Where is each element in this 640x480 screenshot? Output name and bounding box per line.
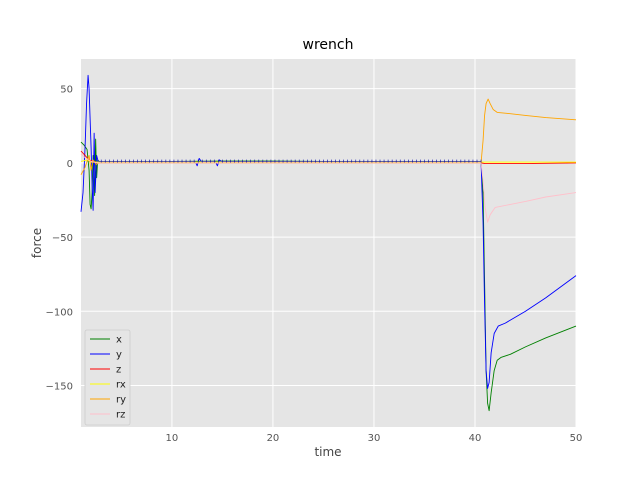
- series-noise-band: [100, 159, 482, 163]
- series-y-line: [80, 74, 577, 389]
- x-axis-ticks: 10 20 30 40 50: [166, 433, 583, 444]
- legend-label-x: x: [116, 335, 122, 346]
- y-tick-label: −50: [52, 233, 73, 244]
- chart-title: wrench: [303, 37, 354, 53]
- y-tick-label: −100: [46, 307, 73, 318]
- series-rz-line: [80, 153, 577, 223]
- x-tick-label: 30: [368, 433, 381, 444]
- plot-area: [81, 59, 576, 427]
- legend-label-y: y: [116, 350, 122, 361]
- legend-label-rz: rz: [116, 410, 125, 421]
- y-tick-label: 50: [60, 85, 73, 96]
- y-tick-label: −150: [46, 381, 73, 392]
- x-tick-label: 40: [469, 433, 482, 444]
- x-tick-label: 10: [166, 433, 179, 444]
- series-lines: [80, 74, 577, 412]
- y-axis-ticks: 50 0 −50 −100 −150: [46, 85, 73, 393]
- legend: xyz rx ry rz: [84, 329, 131, 426]
- legend-label-rx: rx: [116, 380, 126, 391]
- legend-label-ry: ry: [116, 395, 126, 406]
- y-tick-label: 0: [67, 159, 73, 170]
- legend-label-z: z: [116, 365, 121, 376]
- x-axis-label: time: [314, 445, 341, 459]
- x-tick-label: 50: [570, 433, 583, 444]
- y-axis-label: force: [30, 228, 44, 258]
- x-tick-label: 20: [267, 433, 280, 444]
